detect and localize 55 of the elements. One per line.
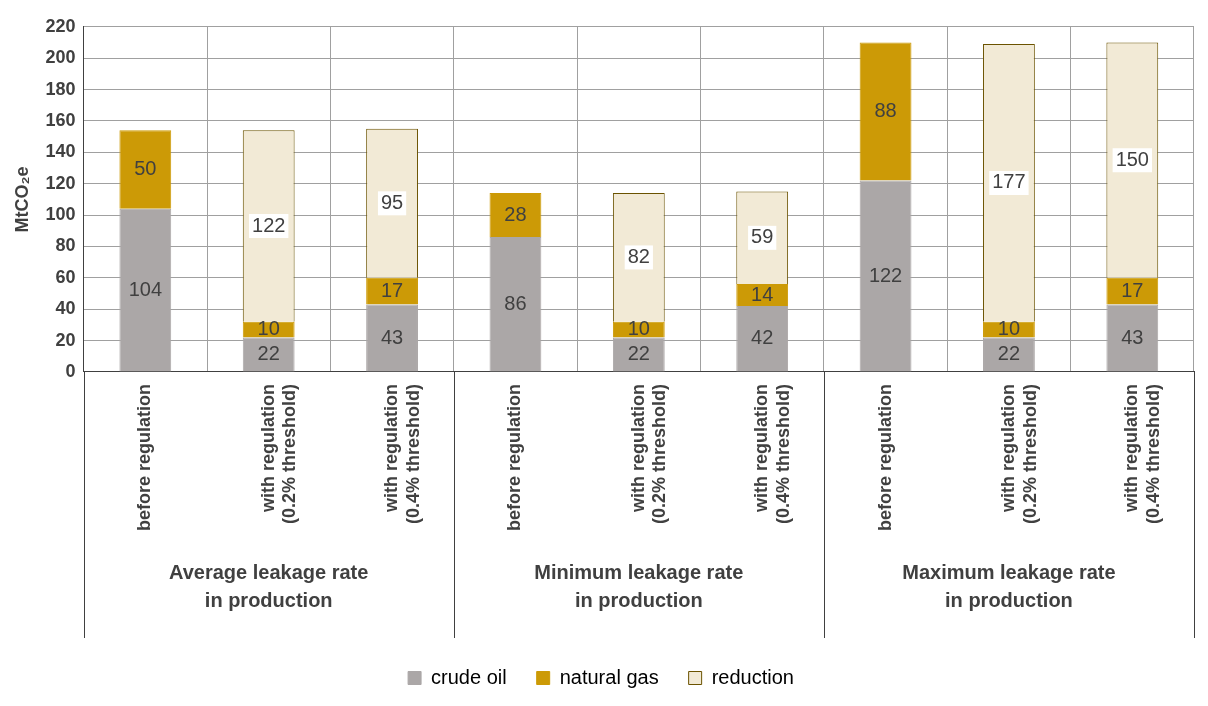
data-label: 86 <box>504 291 527 314</box>
y-tick-label: 80 <box>55 235 76 256</box>
y-axis-title: MtCO₂e <box>11 166 32 233</box>
x-tick-label: with regulation (0.4% threshold) <box>381 383 423 525</box>
data-label: 88 <box>874 99 897 122</box>
x-tick-label: with regulation (0.2% threshold) <box>257 383 300 525</box>
data-label: 42 <box>751 326 774 349</box>
data-label: 22 <box>627 341 650 364</box>
data-label: 14 <box>751 282 774 305</box>
y-tick-label: 220 <box>45 15 76 36</box>
data-label: 150 <box>1115 147 1149 170</box>
data-label: 43 <box>380 325 404 348</box>
bar <box>489 193 542 238</box>
bar <box>859 42 912 181</box>
y-tick-label: 140 <box>45 141 76 162</box>
data-label: 22 <box>257 341 280 364</box>
data-label: 59 <box>751 225 774 248</box>
x-tick-label: before regulation <box>504 383 525 531</box>
legend-label: reduction <box>711 665 794 688</box>
data-label: 122 <box>868 263 903 286</box>
data-label: 82 <box>627 244 650 267</box>
data-label: 95 <box>380 190 404 213</box>
x-tick-label: with regulation (0.4% threshold) <box>1121 383 1163 525</box>
x-tick-label: with regulation (0.4% threshold) <box>751 383 793 525</box>
y-tick-label: 0 <box>65 360 76 381</box>
text: Maximum leakage rate in production <box>902 560 1116 611</box>
data-label: 177 <box>992 170 1026 193</box>
text: Average leakage rate in production <box>169 560 369 611</box>
data-label: 50 <box>134 157 157 180</box>
y-tick-label: 20 <box>55 329 76 350</box>
x-tick-label: before regulation <box>874 383 895 531</box>
data-label: 104 <box>128 277 163 300</box>
data-label: 17 <box>380 278 404 301</box>
data-label: 43 <box>1121 325 1144 348</box>
legend-label: crude oil <box>431 665 507 688</box>
y-tick-label: 200 <box>45 47 76 68</box>
x-tick-label: with regulation (0.2% threshold) <box>997 383 1040 525</box>
y-tick-label: 120 <box>45 172 76 193</box>
data-label: 28 <box>504 202 527 225</box>
data-label: 10 <box>997 317 1021 340</box>
data-label: 10 <box>627 317 650 340</box>
data-label: 122 <box>252 213 286 236</box>
y-tick-label: 160 <box>45 109 76 130</box>
data-label: 10 <box>257 317 280 340</box>
y-tick-label: 60 <box>55 266 76 287</box>
data-label: 22 <box>997 341 1021 364</box>
bar <box>119 130 172 209</box>
x-tick-label: with regulation (0.2% threshold) <box>627 383 670 525</box>
legend-label: natural gas <box>559 665 659 688</box>
data-label: 17 <box>1121 278 1144 301</box>
text: Minimum leakage rate in production <box>534 560 744 611</box>
y-tick-label: 40 <box>55 298 76 319</box>
y-tick-label: 100 <box>45 204 76 225</box>
y-tick-label: 180 <box>45 78 76 99</box>
x-tick-label: before regulation <box>134 383 155 531</box>
